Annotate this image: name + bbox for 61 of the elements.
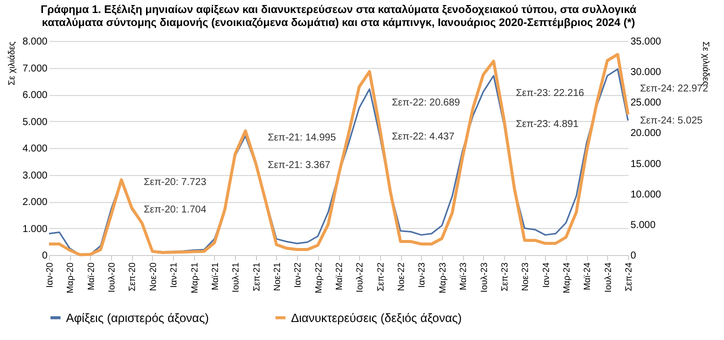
y-tick-label: 3.000 [22, 170, 48, 182]
x-tick-label: Ιουλ-22 [354, 262, 365, 292]
annotation: Σεπ-21: 14.995 [268, 132, 336, 144]
annotation: Σεπ-20: 1.704 [144, 204, 207, 216]
x-tick-label: Μαρ-24 [561, 262, 572, 294]
x-tick-label: Ιαν-24 [540, 262, 551, 288]
x-tick-label: Σεπ-24 [624, 262, 634, 292]
x-tick-label: Μαϊ-23 [458, 262, 468, 290]
x-tick-label: Σεπ-21 [251, 262, 262, 292]
x-tick-label: Ιαν-20 [44, 262, 54, 288]
x-tick-label: Μαρ-23 [437, 262, 448, 294]
x-tick-label: Ιαν-23 [416, 262, 427, 288]
text: Σεπ-24: 22.972 [640, 84, 709, 95]
annotation: Σεπ-21: 3.367 [268, 160, 331, 171]
x-tick-label: Ιαν-22 [292, 262, 303, 288]
y2-tick-label: 30.000 [630, 67, 662, 78]
x-tick-label: Ιουλ-20 [106, 262, 117, 292]
y-axis-title: Σε χιλιάδες [6, 40, 16, 86]
x-tick-label: Μαρ-20 [65, 262, 76, 294]
x-tick-label: Μαϊ-24 [582, 262, 592, 290]
y-tick-label: 7.000 [22, 63, 48, 74]
x-tick-label: Ιουλ-24 [602, 262, 613, 292]
y2-tick-label: 25.000 [630, 98, 662, 109]
x-tick-label: Σεπ-20 [127, 262, 138, 292]
x-tick-label: Μαρ-22 [313, 262, 324, 294]
y-tick-label: 2.000 [22, 197, 48, 208]
x-tick-label: Ιουλ-23 [478, 262, 489, 292]
x-tick-label: Μαϊ-22 [334, 262, 344, 290]
y2-tick-label: 10.000 [630, 189, 662, 200]
x-tick-label: Νοε-23 [520, 262, 530, 292]
y2-tick-label: 5.000 [630, 220, 656, 231]
annotation: Σεπ-22: 4.437 [392, 131, 455, 142]
y2-tick-label: 35.000 [630, 36, 662, 48]
x-tick-label: Μαϊ-20 [86, 262, 96, 290]
x-tick-label: Μαρ-21 [189, 262, 200, 294]
x-tick-label: Νοε-20 [148, 262, 158, 292]
legend-label: Διανυκτερεύσεις (δεξιός άξονας) [291, 310, 462, 325]
annotation: Σεπ-23: 4.891 [516, 119, 579, 130]
x-tick-label: Ιαν-21 [168, 262, 179, 288]
annotation: Σεπ-24: 5.025 [640, 116, 704, 127]
annotation: Σεπ-23: 22.216 [516, 88, 584, 100]
y-tick-label: 5.000 [22, 116, 48, 128]
y2-tick-label: 15.000 [630, 158, 662, 170]
y2-axis-title: Σε χιλιάδες [701, 42, 712, 86]
y-tick-label: 1.000 [22, 224, 48, 235]
y2-tick-label: 0 [630, 250, 636, 262]
chart-title: Γράφημα 1. Εξέλιξη μηνιαίων αφίξεων και διανυκτερεύσεων στα καταλύματα ξενοδοχειακού τύπου, στα συλλογικά καταλύματα σύντομης διαμονής (ενοικιαζόμενα δωμάτια) και στα κάμπινγκ, Ιανουάριος 2020-Σεπτέμβριος 2024 (*) [40, 4, 637, 29]
y-tick-label: 0 [42, 250, 48, 262]
annotation: Σεπ-20: 7.723 [144, 176, 207, 188]
x-tick-label: Σεπ-23 [499, 262, 510, 292]
y-tick-label: 6.000 [22, 90, 48, 101]
x-tick-label: Ιουλ-21 [230, 262, 241, 292]
legend-label: Αφίξεις (αριστερός άξονας) [66, 310, 209, 325]
y-tick-label: 4.000 [22, 144, 48, 154]
annotation: Σεπ-22: 20.689 [392, 98, 460, 108]
x-tick-label: Νοε-22 [396, 262, 406, 292]
y-tick-label: 8.000 [22, 36, 48, 48]
x-tick-label: Μαϊ-21 [210, 262, 220, 290]
x-tick-label: Νοε-21 [272, 262, 282, 292]
x-tick-label: Σεπ-22 [375, 262, 386, 292]
y2-tick-label: 20.000 [630, 128, 662, 140]
